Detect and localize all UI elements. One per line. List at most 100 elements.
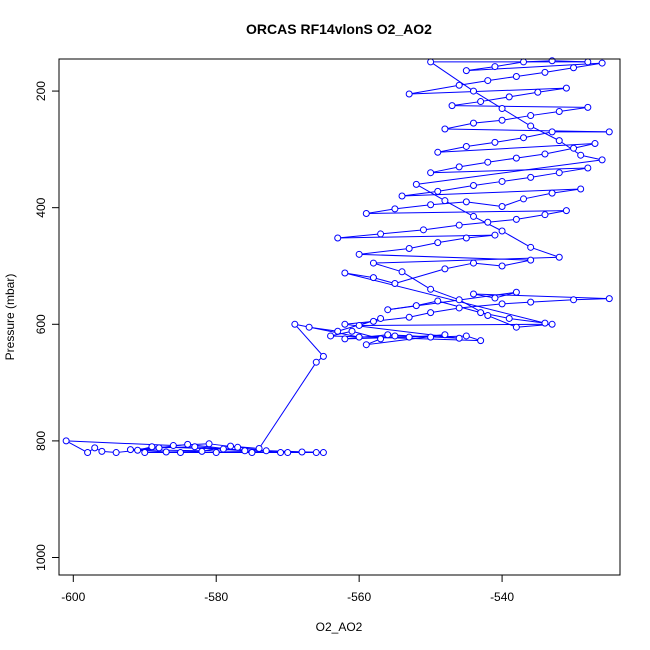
series-line-segment <box>373 277 396 284</box>
data-point <box>577 151 585 159</box>
y-tick-label: 1000 <box>34 544 48 571</box>
data-point <box>291 320 299 328</box>
series-line-segment <box>544 210 567 216</box>
data-point <box>427 201 435 209</box>
data-point <box>527 173 535 181</box>
data-point <box>355 321 363 329</box>
data-point <box>227 442 235 450</box>
data-point <box>448 102 456 110</box>
series-line-segment <box>530 110 560 117</box>
series-line-segment <box>558 140 581 156</box>
data-point <box>527 122 535 130</box>
data-point <box>427 333 435 341</box>
series-line-segment <box>466 141 496 147</box>
series-line-segment <box>516 71 546 77</box>
data-point <box>484 218 492 226</box>
series-line-segment <box>444 200 474 217</box>
data-point <box>520 58 528 66</box>
data-point <box>412 302 420 310</box>
data-point <box>548 189 556 197</box>
series-line-segment <box>294 323 360 338</box>
data-point <box>348 327 356 335</box>
series-line-segment <box>502 301 531 305</box>
data-point <box>527 243 535 251</box>
data-point <box>470 87 477 95</box>
x-tick-label: -600 <box>61 590 85 604</box>
data-point <box>520 195 528 203</box>
series-line-segment <box>487 75 517 82</box>
data-point <box>498 203 506 211</box>
series-line-segment <box>473 262 503 267</box>
data-point <box>555 169 563 177</box>
data-point <box>212 449 220 457</box>
x-tick-label: -560 <box>347 590 371 604</box>
series-line-segment <box>444 122 474 130</box>
data-point <box>441 125 449 133</box>
data-point <box>505 93 513 101</box>
data-point <box>470 290 477 298</box>
data-point <box>512 215 520 223</box>
series-line-segment <box>530 125 560 142</box>
data-point <box>462 332 470 340</box>
series-line-segment <box>437 145 467 153</box>
y-tick-label: 400 <box>34 197 48 217</box>
data-point <box>470 119 477 127</box>
series-line-segment <box>430 167 588 174</box>
series-line-segment <box>430 288 460 301</box>
data-point <box>248 449 256 457</box>
data-point <box>541 68 549 76</box>
series-line-segment <box>473 180 503 187</box>
data-point <box>405 313 413 321</box>
series-line-segment <box>309 326 338 332</box>
data-point <box>462 142 470 150</box>
series-line-segment <box>573 143 596 149</box>
data-point <box>548 128 556 136</box>
data-point <box>541 211 549 219</box>
series-line-segment <box>459 303 503 309</box>
series-line-segment <box>523 131 553 139</box>
data-point <box>484 77 492 85</box>
data-point <box>512 154 520 162</box>
data-point <box>498 116 506 124</box>
y-axis: 200 400 600 800 1000 <box>34 81 59 571</box>
data-point <box>491 294 499 302</box>
series-line-segment <box>430 166 460 174</box>
data-point <box>455 221 463 229</box>
data-point <box>355 333 363 341</box>
series-line-segment <box>537 87 567 93</box>
data-point <box>491 231 499 239</box>
y-tick-label: 600 <box>34 314 48 334</box>
data-point <box>176 449 184 457</box>
series-line-segment <box>530 172 560 178</box>
series-line-segment <box>366 208 395 215</box>
data-point <box>434 239 442 247</box>
data-point <box>477 337 485 345</box>
series-line-segment <box>173 443 210 447</box>
series-line-segment <box>380 229 424 235</box>
data-point <box>284 449 292 457</box>
series-line-segment <box>444 262 474 270</box>
series-line-segment <box>452 105 588 108</box>
plot-series <box>62 57 613 457</box>
data-point <box>605 295 613 303</box>
data-point <box>319 352 327 360</box>
series-line-segment <box>394 268 446 284</box>
data-point <box>241 447 249 455</box>
data-point <box>498 262 506 270</box>
data-point <box>405 90 413 98</box>
data-point <box>91 444 99 452</box>
series-line-segment <box>501 230 531 248</box>
x-axis: -600 -580 -560 -540 <box>61 575 514 604</box>
plot-frame <box>58 58 621 576</box>
data-point <box>527 298 535 306</box>
data-point <box>548 320 556 328</box>
data-point <box>384 306 392 314</box>
data-point <box>377 335 385 343</box>
data-point <box>427 309 435 317</box>
series-line-segment <box>509 91 538 98</box>
series-line-segment <box>437 143 596 153</box>
data-point <box>462 234 470 242</box>
series-line-segment <box>337 233 381 239</box>
data-point <box>384 331 392 339</box>
